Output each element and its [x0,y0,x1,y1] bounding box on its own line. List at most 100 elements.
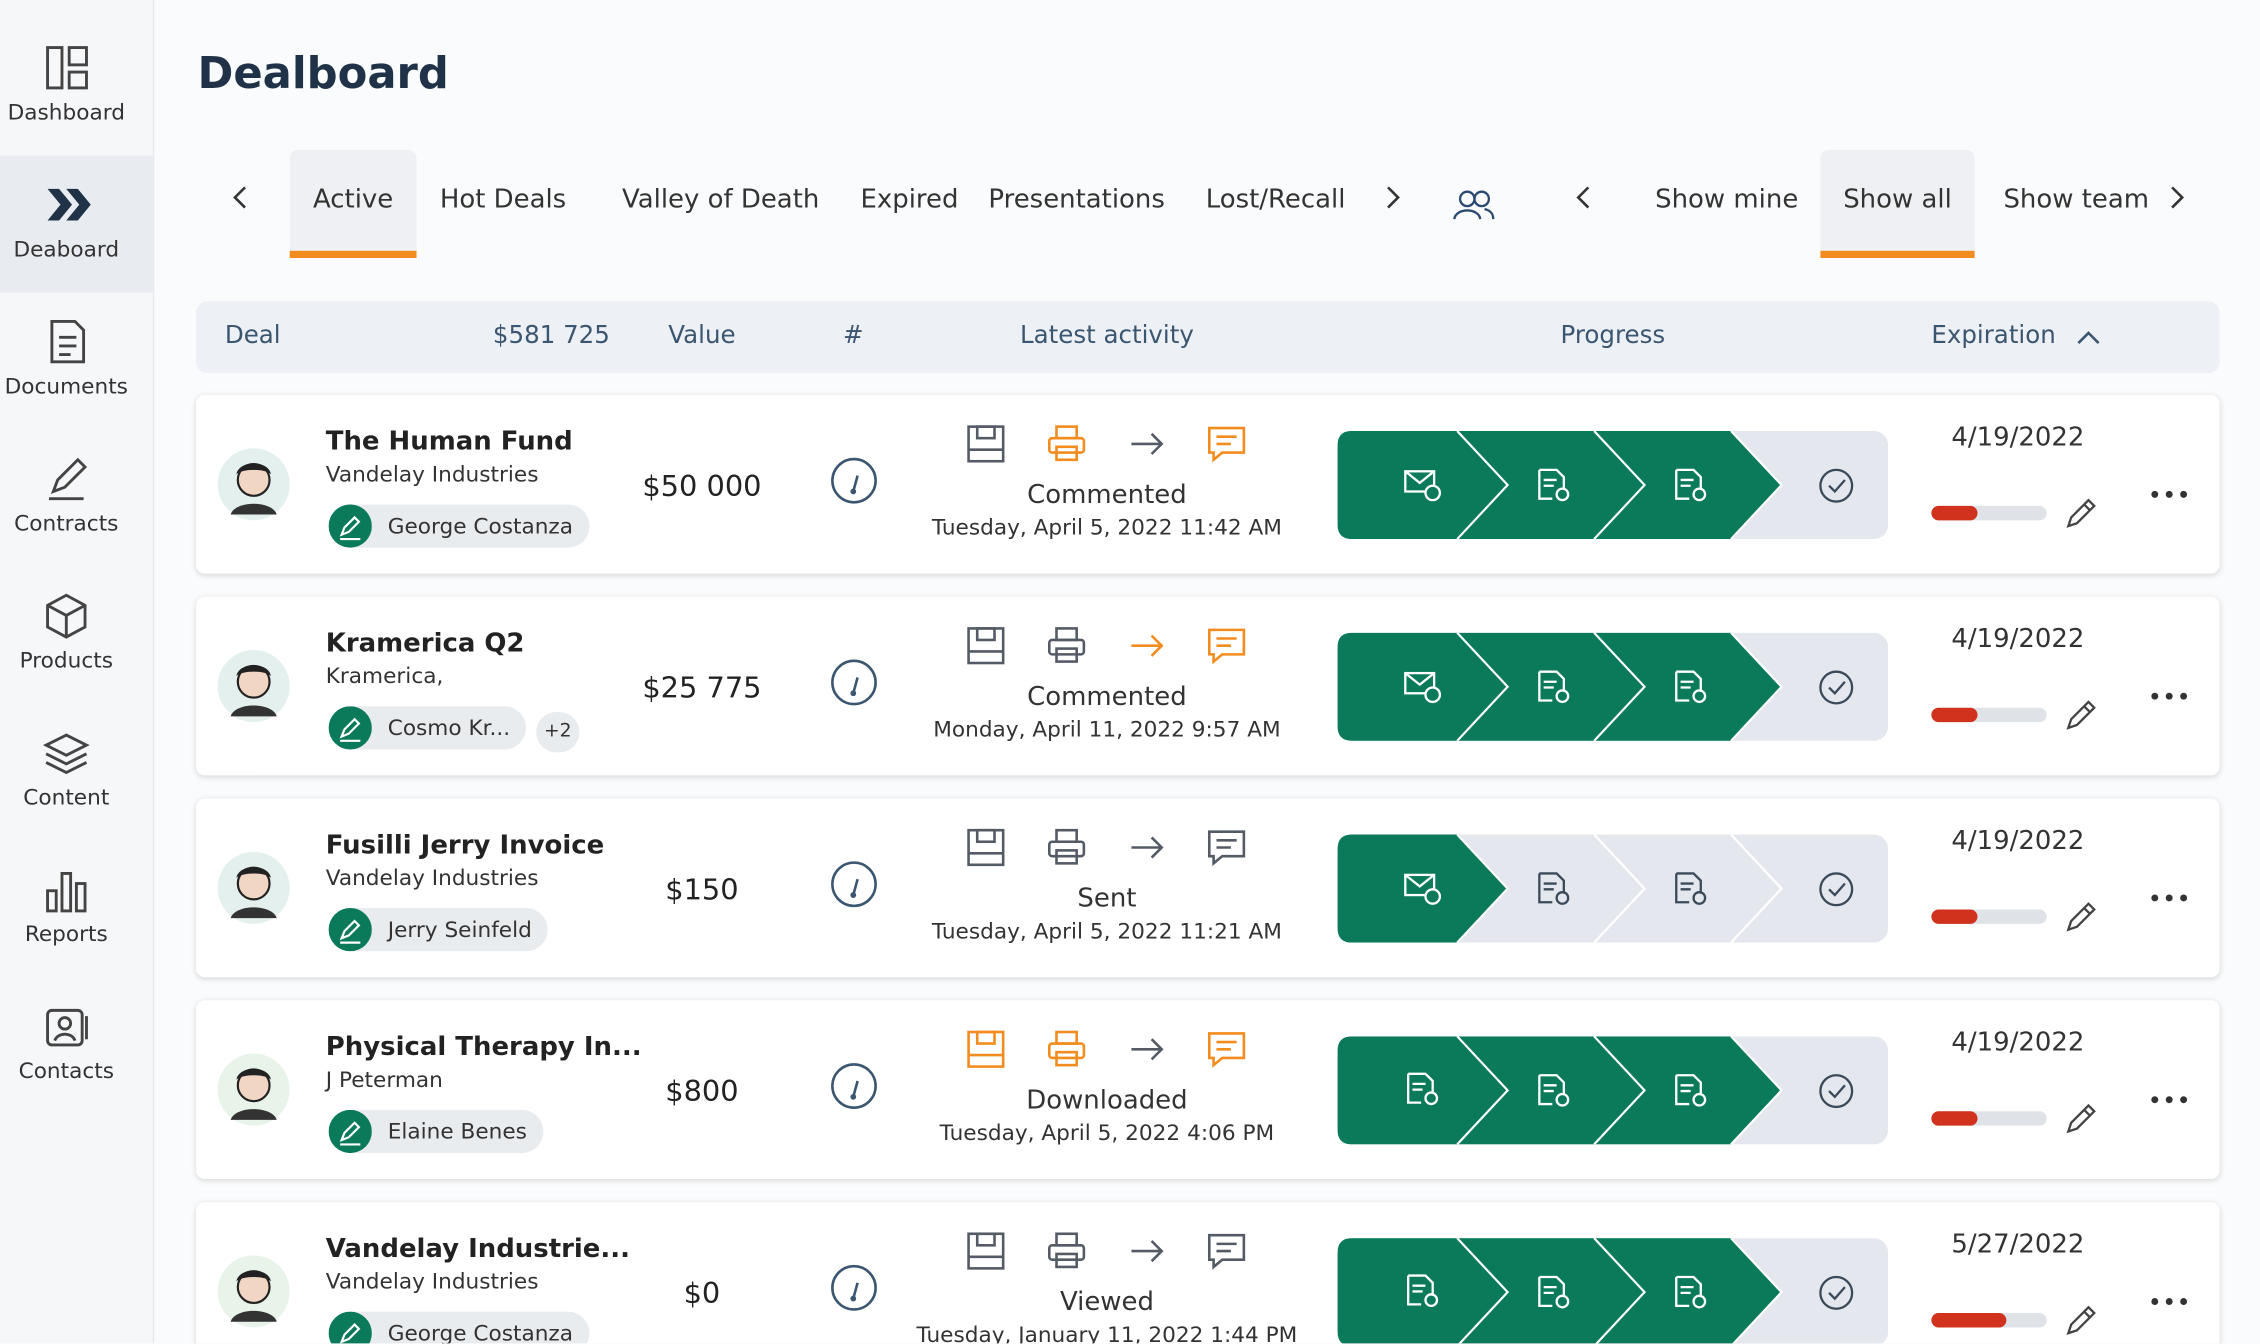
avatar [217,851,290,924]
deal-name[interactable]: The Human Fund [325,426,573,457]
owner-icon [328,908,372,952]
progress-steps [1337,833,1889,944]
progress-steps-graphic [1337,1237,1889,1344]
edit-icon-graphic [2066,1305,2096,1336]
expiration-bar [1931,505,1978,521]
tab-underline [289,250,417,258]
nav-icon-graphic [50,319,86,364]
more-icon-graphic [2151,1298,2188,1305]
expiration-date: 4/19/2022 [1951,624,2085,655]
more-icon[interactable] [2150,1084,2190,1104]
activity-icon [1045,624,1088,667]
tab-active-bg [289,149,417,254]
activity-icon-graphic [1047,828,1086,865]
deal-company: Vandelay Industries [325,864,539,891]
tab[interactable]: Valley of Death [622,184,820,215]
deal-name[interactable]: Fusilli Jerry Invoice [325,830,605,861]
nav-icon [42,180,91,229]
column-header[interactable]: Latest activity [1020,321,1194,351]
edit-icon[interactable] [2064,698,2099,733]
tab[interactable]: Show team [2003,184,2150,215]
tab[interactable]: Expired [860,184,959,215]
owner-pill[interactable]: Jerry Seinfeld [328,908,548,952]
more-icon-graphic [2151,692,2188,700]
column-header[interactable]: $581 725 [492,321,610,351]
tab[interactable]: Active [312,184,394,215]
activity-icon-graphic [1047,1030,1086,1067]
nav-icon [42,865,91,914]
progress-steps [1337,1237,1889,1344]
edit-icon-graphic [2066,1103,2096,1134]
nav-item[interactable]: Reports [24,921,108,947]
avatar-graphic [217,1053,290,1126]
activity-icon [964,826,1007,869]
tab[interactable]: Hot Deals [439,184,567,215]
deal-name[interactable]: Kramerica Q2 [325,628,525,659]
edit-icon[interactable] [2064,1101,2099,1136]
progress-steps [1337,430,1889,540]
nav-item[interactable]: Documents [4,373,128,400]
filters-prev[interactable] [1572,183,1595,212]
column-header[interactable]: Value [668,321,736,351]
deal-name[interactable]: Physical Therapy In... [325,1031,642,1063]
expiration-date: 4/19/2022 [1951,1027,2085,1058]
activity-icon [1045,1028,1088,1071]
owner-extra[interactable]: +2 [536,712,580,753]
team-icon [1453,187,1496,222]
activity-icon [1205,1229,1248,1272]
nav-item[interactable]: Contacts [18,1057,115,1084]
activity-icon-graphic [967,828,1005,867]
activity-icon-graphic [967,425,1005,463]
nav-icon-graphic [46,46,88,90]
deal-company: J Peterman [325,1066,443,1093]
nav-item[interactable]: Contracts [14,510,119,537]
tabs-prev[interactable] [229,183,252,212]
nav-icon-graphic [46,872,87,913]
nav-icon [42,591,91,640]
gauge-icon[interactable] [830,457,878,505]
nav-icon-graphic [46,1008,88,1047]
sort-icon [2076,326,2102,346]
deal-company: Vandelay Industries [325,461,539,488]
more-icon[interactable] [2150,882,2190,902]
gauge-icon[interactable] [830,860,878,908]
more-icon-graphic [2151,894,2188,902]
tab[interactable]: Show all [1843,184,1952,215]
nav-item[interactable]: Content [23,784,110,811]
edit-icon[interactable] [2064,899,2099,934]
deal-name[interactable]: Vandelay Industrie... [325,1233,630,1265]
activity-icon [1045,422,1088,465]
tabs-prev-graphic [233,186,246,209]
tab[interactable]: Presentations [988,184,1165,215]
gauge-icon[interactable] [830,1264,878,1312]
more-icon[interactable] [2150,479,2190,498]
edit-icon[interactable] [2064,496,2099,531]
activity-icon-graphic [1047,627,1086,663]
column-header[interactable]: Deal [224,321,281,351]
nav-item[interactable]: Dashboard [7,99,125,126]
edit-icon[interactable] [2064,1303,2099,1338]
expiration-bar [1931,1111,1978,1126]
avatar-graphic [217,851,290,924]
gauge-icon[interactable] [830,659,878,707]
tab[interactable]: Show mine [1655,184,1799,215]
activity-icon-graphic [1207,830,1246,867]
column-header[interactable]: # [842,321,864,351]
owner-pill[interactable]: George Costanza [328,1311,589,1344]
nav-item[interactable]: Deaboard [13,236,120,263]
activity-label: Commented [1027,479,1187,511]
filters-next[interactable] [2165,183,2188,212]
column-header[interactable]: Expiration [1931,321,2056,351]
tab[interactable]: Lost/Recall [1205,184,1346,215]
activity-icon-graphic [1207,628,1246,665]
deal-company: Vandelay Industries [325,1268,539,1295]
nav-icon-graphic [49,457,88,501]
tabs-next[interactable] [1381,183,1404,212]
nav-item[interactable]: Products [19,647,113,674]
owner-pill[interactable]: George Costanza [328,504,589,548]
more-icon[interactable] [2150,1286,2190,1305]
more-icon[interactable] [2150,680,2190,700]
activity-icon [1126,624,1169,667]
gauge-icon[interactable] [830,1062,878,1110]
column-header[interactable]: Progress [1560,321,1666,351]
